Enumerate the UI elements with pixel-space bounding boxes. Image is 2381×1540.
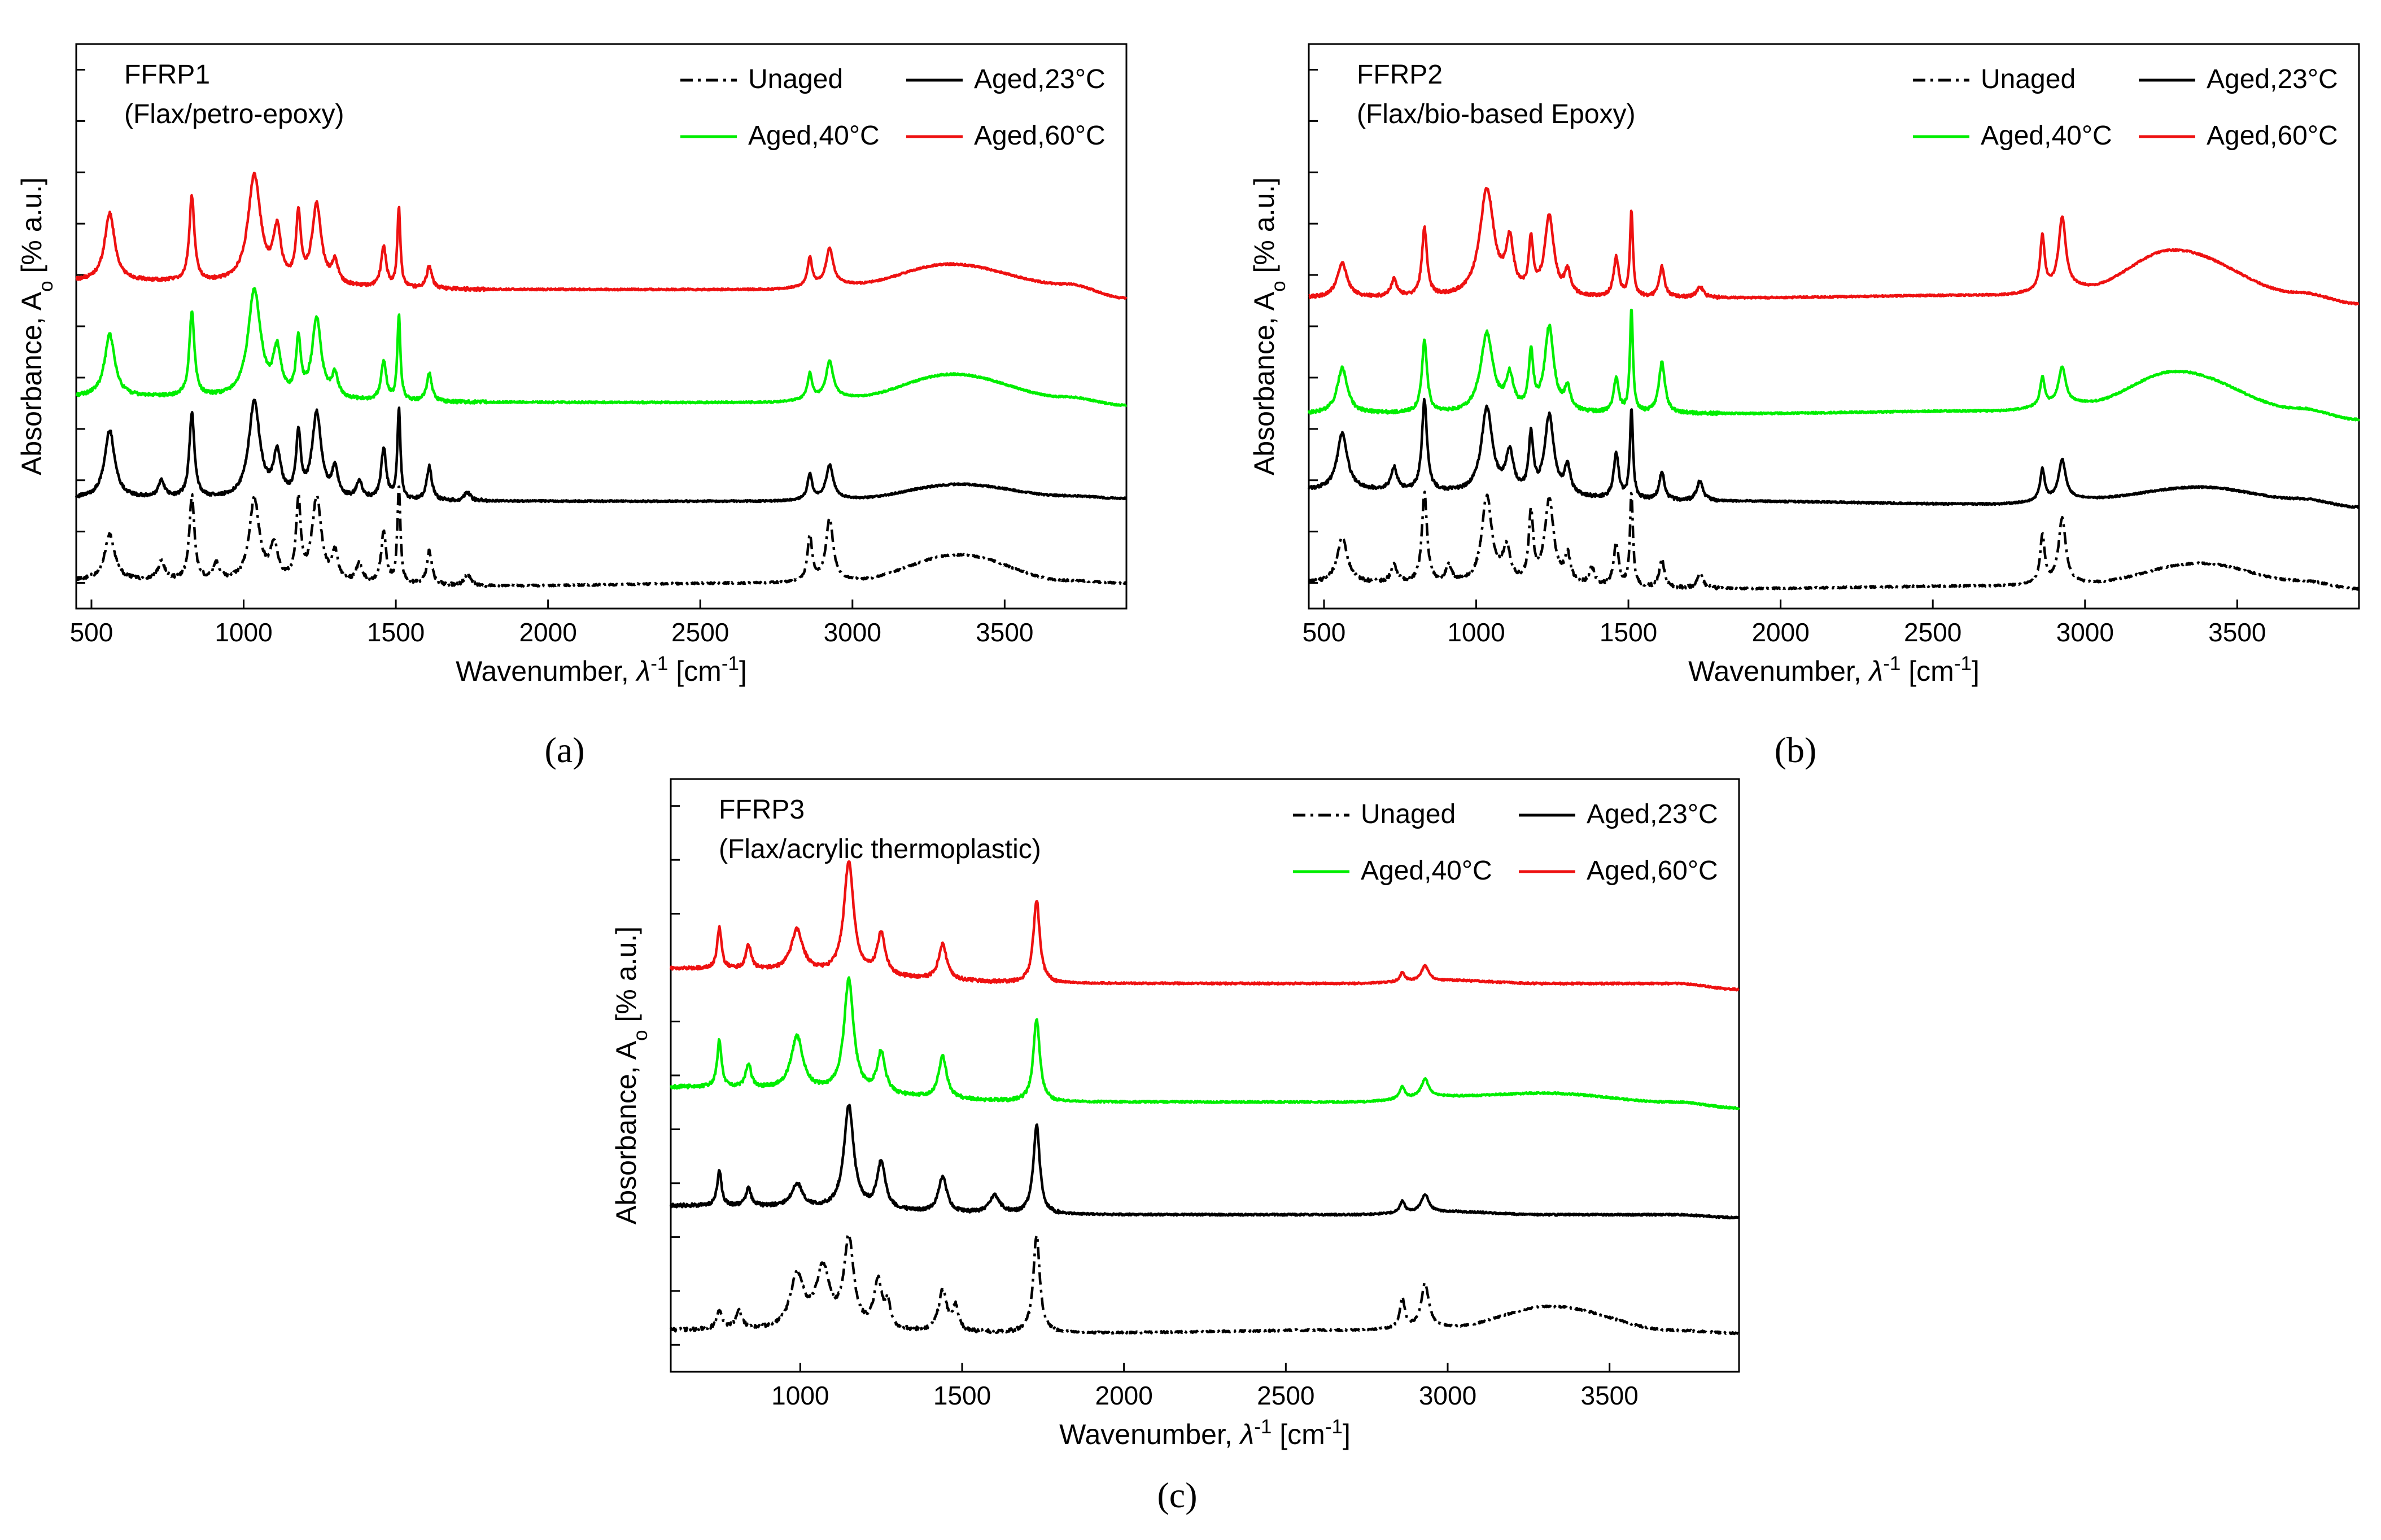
x-tick-label: 2000 xyxy=(1095,1381,1152,1410)
series-line-aged-23-c xyxy=(1307,397,2360,509)
x-tick-label: 500 xyxy=(70,618,113,647)
panel-tag: (a) xyxy=(544,730,584,770)
x-axis-label: Wavenumber, λ-1 [cm-1] xyxy=(456,653,747,688)
y-axis-label: Absorbance, Ao [% a.u.] xyxy=(610,926,652,1224)
series-line-aged-40-c xyxy=(1307,308,2360,422)
series-line-aged-40-c xyxy=(75,287,1128,407)
panel-tag: (b) xyxy=(1775,730,1817,770)
x-tick-label: 3000 xyxy=(2056,618,2114,647)
legend-label: Aged,60°C xyxy=(974,121,1106,151)
y-axis-label: Absorbance, Ao [% a.u.] xyxy=(1248,177,1290,475)
chart-subtitle: (Flax/petro-epoxy) xyxy=(124,99,344,129)
legend-label: Aged,23°C xyxy=(974,64,1106,94)
legend-label: Aged,40°C xyxy=(1981,121,2112,151)
y-axis-label: Absorbance, Ao [% a.u.] xyxy=(16,177,57,475)
x-axis-label: Wavenumber, λ-1 [cm-1] xyxy=(1688,653,1980,688)
chart-panel-3: 1000 1500 2000 2500 3000 3500 FFRP3 (Flax/acryl… xyxy=(610,778,1740,1515)
x-tick-label: 500 xyxy=(1303,618,1346,647)
x-axis-label: Wavenumber, λ-1 [cm-1] xyxy=(1059,1416,1351,1451)
series-line-aged-60-c xyxy=(669,860,1740,992)
x-tick-label: 1000 xyxy=(1447,618,1505,647)
series-line-aged-60-c xyxy=(1308,187,2360,306)
x-tick-label: 2000 xyxy=(1751,618,1809,647)
series-line-unaged xyxy=(669,1233,1740,1336)
chart-title: FFRP3 xyxy=(719,795,805,825)
legend-label: Aged,60°C xyxy=(2207,121,2338,151)
chart-subtitle: (Flax/acrylic thermoplastic) xyxy=(719,834,1041,864)
chart-title: FFRP2 xyxy=(1357,60,1443,90)
series-line-unaged xyxy=(1308,491,2360,591)
x-tick-label: 1000 xyxy=(215,618,272,647)
x-tick-label: 3500 xyxy=(2208,618,2266,647)
legend-label: Aged,40°C xyxy=(748,121,880,151)
x-tick-label: 3000 xyxy=(824,618,881,647)
series-line-aged-60-c xyxy=(75,172,1128,300)
x-tick-label: 3500 xyxy=(976,618,1033,647)
legend-label: Aged,60°C xyxy=(1587,856,1718,886)
x-tick-label: 2000 xyxy=(519,618,576,647)
x-tick-label: 1500 xyxy=(1600,618,1657,647)
series-line-unaged xyxy=(75,485,1128,588)
series-line-aged-40-c xyxy=(670,976,1740,1110)
legend-label: Aged,23°C xyxy=(1587,799,1718,829)
legend-label: Aged,23°C xyxy=(2207,64,2338,94)
series-line-aged-23-c xyxy=(75,399,1128,504)
chart-panel-2: 500 1000 1500 2000 2500 3000 3500 FFRP2 (Flax/bi… xyxy=(1248,43,2360,770)
chart-subtitle: (Flax/bio-based Epoxy) xyxy=(1357,99,1636,129)
x-tick-label: 2500 xyxy=(1904,618,1961,647)
x-tick-label: 3000 xyxy=(1419,1381,1476,1410)
chart-title: FFRP1 xyxy=(124,60,210,90)
x-tick-label: 3500 xyxy=(1580,1381,1638,1410)
x-tick-label: 2500 xyxy=(1257,1381,1314,1410)
legend-label: Unaged xyxy=(1361,799,1456,829)
chart-panel-1: 500 1000 1500 2000 2500 3000 3500 FFRP1 (Flax/pe… xyxy=(16,43,1128,770)
x-tick-label: 1500 xyxy=(367,618,425,647)
x-tick-label: 2500 xyxy=(671,618,729,647)
x-tick-label: 1500 xyxy=(933,1381,991,1410)
legend-label: Unaged xyxy=(748,64,843,94)
series-line-aged-23-c xyxy=(669,1104,1740,1220)
x-tick-label: 1000 xyxy=(771,1381,829,1410)
legend-label: Aged,40°C xyxy=(1361,856,1492,886)
panel-tag: (c) xyxy=(1157,1475,1197,1515)
legend-label: Unaged xyxy=(1981,64,2076,94)
